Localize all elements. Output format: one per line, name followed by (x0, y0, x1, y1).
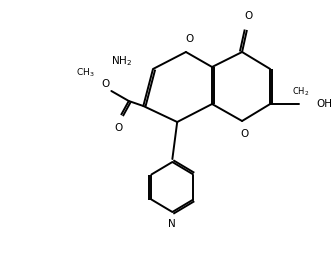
Text: O: O (240, 129, 248, 139)
Text: O: O (245, 11, 253, 21)
Text: O: O (101, 79, 110, 89)
Text: O: O (186, 34, 194, 44)
Text: NH$_2$: NH$_2$ (111, 54, 132, 68)
Text: O: O (114, 123, 122, 133)
Text: CH$_2$: CH$_2$ (293, 86, 310, 98)
Text: OH: OH (317, 99, 333, 109)
Text: N: N (168, 219, 176, 229)
Text: CH$_3$: CH$_3$ (76, 67, 95, 79)
